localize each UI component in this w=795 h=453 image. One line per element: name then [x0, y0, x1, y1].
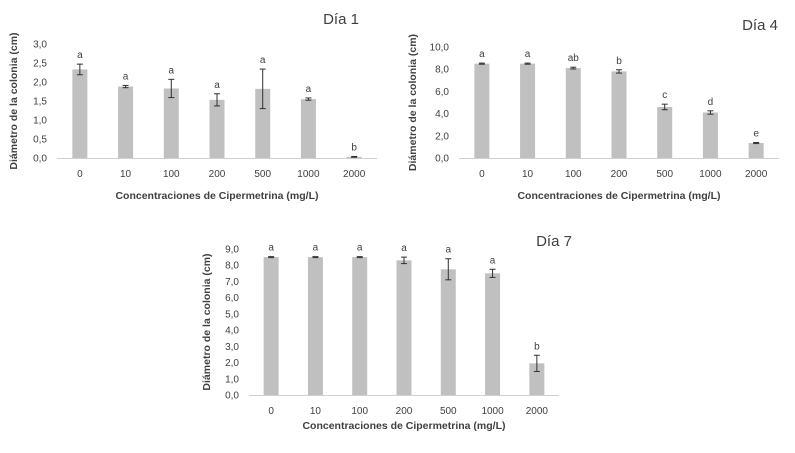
dia1-significance-letter: b — [351, 142, 357, 153]
dia1-xtick-label: 200 — [209, 169, 226, 180]
dia7-ytick-label: 8,0 — [225, 261, 239, 272]
dia7-ytick-label: 3,0 — [225, 342, 239, 353]
dia1-y-axis-title: Diámetro de la colonia (cm) — [8, 32, 20, 169]
dia1-bar — [209, 99, 225, 158]
dia1-ytick-label: 2,5 — [33, 59, 47, 70]
dia7-significance-letter: a — [401, 243, 407, 254]
dia7-bar — [396, 260, 412, 395]
dia4-significance-letter: c — [662, 90, 667, 101]
dia7-bar — [440, 269, 456, 395]
dia7-ytick-label: 1,0 — [225, 374, 239, 385]
dia1-xtick-label: 0 — [77, 169, 83, 180]
dia4-significance-letter: ab — [568, 53, 580, 64]
dia7-xtick-label: 10 — [310, 406, 322, 417]
dia1-ytick-label: 1,0 — [33, 116, 47, 127]
dia7-significance-letter: a — [313, 243, 319, 254]
dia7-significance-letter: a — [446, 245, 452, 256]
dia1-bar — [163, 88, 179, 158]
dia7-ytick-label: 6,0 — [225, 293, 239, 304]
dia7-xtick-label: 0 — [268, 406, 274, 417]
dia7-significance-letter: a — [490, 255, 496, 266]
dia1-significance-letter: a — [214, 80, 220, 91]
dia7-significance-letter: a — [268, 243, 274, 254]
dia7-xtick-label: 200 — [396, 406, 413, 417]
dia1-ytick-label: 3,0 — [33, 40, 47, 51]
dia7-y-axis-title: Diámetro de la colonia (cm) — [201, 253, 213, 390]
dia4-ytick-label: 8,0 — [435, 65, 449, 76]
dia1-ytick-label: 0,0 — [33, 154, 47, 165]
dia7-bar — [352, 257, 368, 395]
dia1-ytick-label: 1,5 — [33, 97, 47, 108]
dia4-significance-letter: a — [525, 49, 531, 60]
dia4-significance-letter: e — [753, 128, 759, 139]
dia7-bar — [485, 273, 501, 395]
dia1-xtick-label: 500 — [254, 169, 271, 180]
dia4-bar — [565, 68, 581, 158]
dia4-significance-letter: a — [479, 49, 485, 60]
dia7-ytick-label: 0,0 — [225, 391, 239, 402]
dia4-xtick-label: 200 — [611, 169, 628, 180]
dia4-bar — [520, 63, 536, 158]
dia4-xtick-label: 0 — [479, 169, 485, 180]
dia7-significance-letter: b — [534, 341, 540, 352]
dia4-bar — [748, 143, 764, 158]
dia4-ytick-label: 2,0 — [435, 131, 449, 142]
dia1-bar — [118, 86, 134, 158]
dia7-bar — [529, 363, 545, 395]
dia1-bar — [255, 88, 271, 158]
dia7-ytick-label: 2,0 — [225, 358, 239, 369]
dia4-bar — [702, 112, 718, 158]
dia1-xtick-label: 1000 — [297, 169, 320, 180]
dia7-ytick-label: 7,0 — [225, 277, 239, 288]
dia1-xtick-label: 100 — [163, 169, 180, 180]
dia4-y-axis-title: Diámetro de la colonia (cm) — [407, 34, 419, 171]
dia1-significance-letter: a — [169, 65, 175, 76]
dia4-bar — [474, 63, 490, 158]
dia7-x-axis-title: Concentraciones de Cipermetrina (mg/L) — [302, 420, 505, 432]
dia1-xtick-label: 2000 — [343, 169, 366, 180]
dia4-xtick-label: 10 — [522, 169, 534, 180]
dia4-bar — [611, 71, 627, 158]
dia7-bar — [263, 257, 279, 395]
dia4-xtick-label: 2000 — [745, 169, 768, 180]
dia7-xtick-label: 100 — [351, 406, 368, 417]
dia1-significance-letter: a — [306, 84, 312, 95]
dia1-bar — [72, 69, 88, 158]
dia1-title: Día 1 — [323, 11, 359, 28]
dia4-xtick-label: 100 — [565, 169, 582, 180]
dia4-ytick-label: 6,0 — [435, 87, 449, 98]
dia4-xtick-label: 1000 — [699, 169, 722, 180]
dia7-significance-letter: a — [357, 243, 363, 254]
dia7-xtick-label: 500 — [440, 406, 457, 417]
dia4-ytick-label: 10,0 — [430, 43, 450, 54]
dia7-xtick-label: 1000 — [481, 406, 504, 417]
dia1-ytick-label: 2,0 — [33, 78, 47, 89]
dia7-title: Día 7 — [536, 233, 572, 250]
dia1-ytick-label: 0,5 — [33, 135, 47, 146]
dia4-ytick-label: 0,0 — [435, 154, 449, 165]
dia4-significance-letter: d — [708, 97, 714, 108]
dia4-xtick-label: 500 — [656, 169, 673, 180]
dia1-xtick-label: 10 — [120, 169, 132, 180]
dia7-ytick-label: 4,0 — [225, 326, 239, 337]
dia1-significance-letter: a — [260, 55, 266, 66]
dia4-significance-letter: b — [616, 56, 622, 67]
dia7-ytick-label: 5,0 — [225, 309, 239, 320]
dia7-ytick-label: 9,0 — [225, 245, 239, 256]
dia1-bar — [300, 99, 316, 158]
dia7-bar — [307, 257, 323, 395]
dia4-title: Día 4 — [742, 17, 778, 34]
dia1-significance-letter: a — [77, 50, 83, 61]
dia4-ytick-label: 4,0 — [435, 109, 449, 120]
dia1-x-axis-title: Concentraciones de Cipermetrina (mg/L) — [115, 190, 318, 202]
dia4-x-axis-title: Concentraciones de Cipermetrina (mg/L) — [517, 190, 720, 202]
dia4-bar — [657, 106, 673, 158]
dia1-significance-letter: a — [123, 71, 129, 82]
dia7-xtick-label: 2000 — [526, 406, 549, 417]
